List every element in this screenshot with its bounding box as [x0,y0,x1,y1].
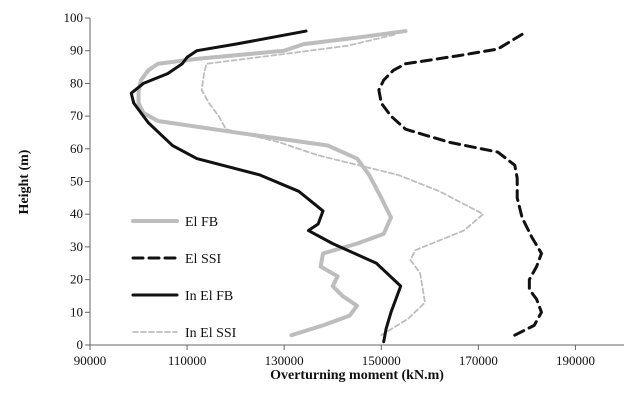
y-axis-title: Height (m) [17,149,32,214]
legend-label-el-fb: El FB [185,215,218,230]
y-tick-label: 0 [77,337,84,352]
y-tick-label: 100 [64,10,84,25]
x-tick-label: 190000 [556,353,595,368]
series-line-in-el-ssi [200,33,485,337]
y-tick-label: 50 [70,174,83,189]
y-tick-label: 40 [70,206,83,221]
plot-area: 0 10 20 30 40 50 60 70 80 90 100 90000 110000 130000 1… [64,10,624,368]
y-tick-label: 60 [70,141,83,156]
x-tick-label: 90000 [74,353,107,368]
y-tick-label: 30 [70,239,83,254]
series-line-el-fb [136,29,408,338]
x-tick-label: 150000 [362,353,401,368]
legend-label-el-ssi: El SSI [185,252,222,267]
y-tick-label: 90 [70,43,83,58]
x-tick-label: 130000 [265,353,304,368]
y-tick-label: 10 [70,304,83,319]
y-tick-label: 80 [70,75,83,90]
series-line-in-el-fb [129,29,403,344]
x-tick-label: 170000 [459,353,498,368]
x-axis-title: Overturning moment (kN.m) [270,368,444,383]
legend-label-in-el-fb: In El FB [185,289,233,304]
x-tick-label: 110000 [168,353,207,368]
y-tick-label: 70 [70,108,83,123]
series-line-el-ssi [377,32,543,337]
y-tick-label: 20 [70,272,83,287]
legend-label-in-el-ssi: In El SSI [185,326,237,341]
